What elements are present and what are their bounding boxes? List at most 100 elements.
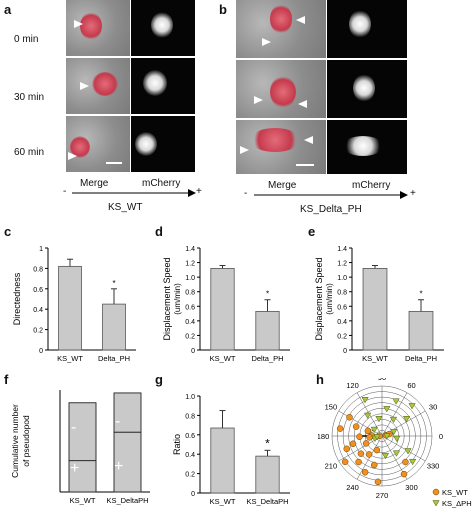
y-tick-label: 0 xyxy=(39,348,43,355)
y-axis-label: Cumulative number xyxy=(10,404,20,478)
y-tick-label: 1.0 xyxy=(185,394,195,401)
bar xyxy=(255,310,280,351)
cell-white xyxy=(343,136,383,156)
y-tick-label: 0.2 xyxy=(185,472,195,479)
micrograph-a-mcherry-0 xyxy=(131,0,195,56)
angle-label: 210 xyxy=(325,462,338,471)
micrograph-a-merge-0 xyxy=(66,0,130,56)
y-tick-label: 0 xyxy=(191,491,195,498)
legend-marker xyxy=(432,488,440,496)
gradient-plus-a: + xyxy=(196,186,202,197)
angle-label: 0 xyxy=(439,432,443,441)
time-label-30: 30 min xyxy=(14,92,45,103)
gradient-arrow-b xyxy=(254,191,408,199)
panel-label-g: g xyxy=(155,372,163,387)
panel-label-h: h xyxy=(316,372,324,387)
data-point-1 xyxy=(361,396,369,404)
data-point-1 xyxy=(383,406,391,413)
scale-bar xyxy=(106,162,122,164)
x-tick-label: KS_WT xyxy=(362,354,388,363)
y-tick-label: 0.8 xyxy=(185,413,195,420)
data-point-1 xyxy=(383,433,391,440)
data-point-1 xyxy=(381,452,390,460)
panel-label-b: b xyxy=(219,2,227,17)
micrograph-a-mcherry-30 xyxy=(131,58,195,114)
angle-label: 120 xyxy=(346,381,359,390)
data-point-0 xyxy=(365,451,373,458)
legend-label: KS_ΔPH xyxy=(442,499,472,508)
col-label-mcherry-b: mCherry xyxy=(352,180,391,191)
data-point-1 xyxy=(408,403,416,410)
chart-f-pseudopod: KS_WT KS_DeltaPH Cumulative number of pseud… xyxy=(10,390,150,505)
data-point-0 xyxy=(374,478,382,486)
significance-star: * xyxy=(265,436,270,450)
y-tick-label: 1.4 xyxy=(185,246,195,253)
col-label-mcherry-a: mCherry xyxy=(142,178,181,189)
arrow-icon xyxy=(68,152,77,160)
micrograph-b-merge-0 xyxy=(236,0,326,58)
chart-e-displacement-speed: 0 0.2 0.4 0.6 0.8 1.0 1.2 1.4 KS_WT * Delta_PH Disp… xyxy=(314,246,444,363)
data-point-0 xyxy=(343,445,351,453)
data-point-0 xyxy=(364,427,372,435)
y-axis-unit: (um/min) xyxy=(325,283,334,315)
angle-label: 30 xyxy=(429,403,437,412)
chart-c-directedness: 0 0.2 0.4 0.6 0.8 1 KS_WT * Delta_PH Directedness xyxy=(12,246,136,363)
y-tick-label: 0.6 xyxy=(185,304,195,311)
gradient-minus-a: - xyxy=(63,186,67,197)
bar xyxy=(210,427,235,494)
cell-red xyxy=(270,4,292,34)
arrow-icon xyxy=(262,38,271,46)
panel-label-e: e xyxy=(308,224,316,239)
time-label-60: 60 min xyxy=(14,147,45,158)
stacked-bar-segment xyxy=(68,402,97,462)
condition-label-b: KS_Delta_PH xyxy=(300,204,362,215)
arrow-icon xyxy=(254,96,263,104)
data-point-1 xyxy=(392,450,401,457)
y-tick-label: 0.2 xyxy=(33,328,43,335)
bar xyxy=(102,303,126,351)
cell-red xyxy=(270,76,296,108)
bar xyxy=(408,310,434,351)
cell-white xyxy=(353,74,375,102)
data-point-1 xyxy=(392,398,400,405)
y-tick-label: 0.8 xyxy=(337,290,347,297)
legend-marker xyxy=(432,500,440,507)
x-tick-label: KS_WT xyxy=(57,354,83,363)
data-point-1 xyxy=(375,416,383,423)
cell-white xyxy=(151,12,173,38)
bar xyxy=(255,455,280,494)
y-tick-label: 0.8 xyxy=(185,290,195,297)
y-tick-label: 1.4 xyxy=(337,246,347,253)
chart-f-plus-dph: + xyxy=(114,458,124,475)
y-tick-label: 0.6 xyxy=(337,304,347,311)
micrograph-a-mcherry-60 xyxy=(131,116,195,172)
x-tick-label: Delta_PH xyxy=(98,354,130,363)
bar xyxy=(58,265,82,351)
y-tick-label: 0.2 xyxy=(337,333,347,340)
data-point-0 xyxy=(366,434,373,441)
legend-label: KS_WT xyxy=(442,488,468,497)
chart-f-plus-wt: + xyxy=(70,460,80,477)
angle-label: 180 xyxy=(318,432,329,441)
data-point-0 xyxy=(362,440,370,447)
data-point-1 xyxy=(364,412,372,420)
cell-red xyxy=(80,12,102,40)
x-tick-label: Delta_PH xyxy=(405,354,437,363)
y-axis-label: Displacement Speed xyxy=(314,257,324,340)
stacked-bar-segment xyxy=(113,392,142,433)
significance-star: * xyxy=(112,279,115,288)
micrograph-a-merge-60 xyxy=(66,116,130,172)
y-tick-label: 1.0 xyxy=(337,275,347,282)
scale-bar xyxy=(296,164,314,166)
y-tick-label: 0.4 xyxy=(337,319,347,326)
cell-white xyxy=(143,70,167,96)
micrograph-a-merge-30 xyxy=(66,58,130,114)
angle-label: 270 xyxy=(376,491,389,500)
x-tick-label: Delta_PH xyxy=(251,354,283,363)
data-point-0 xyxy=(355,458,362,466)
data-point-1 xyxy=(389,416,398,424)
gradient-arrow-a xyxy=(72,189,196,197)
gradient-minus-b: - xyxy=(244,188,248,199)
data-point-0 xyxy=(352,423,360,430)
x-tick-label: KS_WT xyxy=(70,496,96,505)
